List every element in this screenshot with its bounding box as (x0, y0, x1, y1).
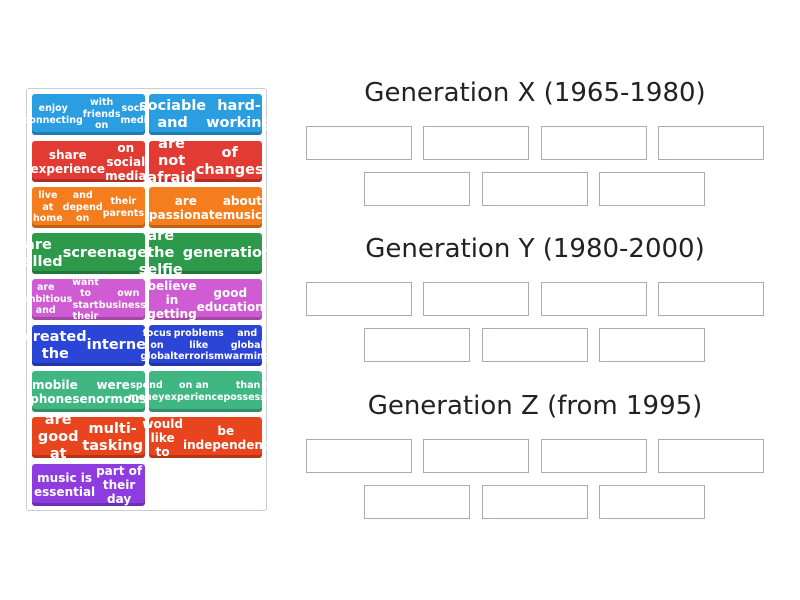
drop-slot[interactable] (364, 328, 470, 362)
drop-slot[interactable] (364, 485, 470, 519)
answer-card-text: part of their day (96, 464, 143, 506)
answer-card-text: their parents (102, 196, 145, 219)
drop-slot[interactable] (423, 439, 529, 473)
drop-slot[interactable] (306, 282, 412, 316)
answer-card-text: problems like terrorism (173, 328, 224, 363)
answer-card-text: social media (120, 103, 154, 126)
answer-card-text: of changes (195, 144, 264, 178)
answer-card-text: music is essential (34, 471, 96, 499)
answer-card[interactable]: are good at multi-tasking (32, 412, 145, 462)
drop-slot[interactable] (541, 126, 647, 160)
answer-card-text: and global warming (223, 328, 271, 363)
answer-card[interactable]: spend money on an experience than a posses… (129, 371, 282, 412)
answer-card-text: screenagers (62, 245, 163, 261)
answer-card-text: would like to (142, 416, 183, 459)
answer-card[interactable]: sociable and hard-working (139, 94, 272, 135)
answer-card[interactable]: focus on global problems like terrorism an… (141, 325, 271, 366)
answer-card-text: focus on global (140, 328, 174, 363)
group-title: Generation X (1965-1980) (364, 78, 706, 108)
answer-card[interactable]: mobile phones were enormous (30, 371, 147, 412)
answer-card[interactable]: enjoy connecting with friends on social me… (24, 94, 153, 135)
group-title: Generation Y (1980-2000) (365, 234, 705, 264)
answer-card-text: are the selfie (138, 228, 183, 278)
answer-card-text: are ambitious and (19, 282, 73, 317)
group-title: Generation Z (from 1995) (367, 391, 703, 421)
drop-slot[interactable] (658, 282, 764, 316)
answer-card-text: were enormous (79, 377, 147, 406)
drop-slot[interactable] (541, 439, 647, 473)
answer-card-text: are not afraid (147, 136, 196, 186)
answer-card-text: be independent (182, 423, 269, 452)
answer-card[interactable]: are passionate about music (149, 187, 262, 228)
drop-slot[interactable] (599, 328, 705, 362)
answer-card-text: good education (196, 285, 264, 314)
drop-slot[interactable] (482, 328, 588, 362)
drop-slot[interactable] (541, 282, 647, 316)
drop-slot[interactable] (658, 439, 764, 473)
answer-card[interactable]: are called screenagers (14, 233, 163, 274)
answer-card-text: are good at (37, 412, 79, 462)
answer-card[interactable]: would like to be independent (142, 417, 268, 459)
answer-card[interactable]: are ambitious and want to start their own … (19, 276, 158, 323)
drop-slot[interactable] (599, 485, 705, 519)
drop-slot[interactable] (364, 172, 470, 206)
answer-card-text: generation (182, 245, 273, 261)
answer-card[interactable]: are the selfie generation (139, 228, 273, 278)
answer-card-text: live at home (33, 190, 63, 225)
answer-card[interactable]: music is essential part of their day (32, 464, 145, 506)
answer-card-text: own businesses (98, 288, 158, 311)
answer-card-text: hard-working (206, 97, 272, 131)
answer-card[interactable]: believe in getting good education (147, 278, 264, 321)
answer-card[interactable]: live at home and depend on their parents (32, 187, 145, 228)
answer-card[interactable]: are not afraid of changes (147, 136, 264, 186)
answer-card-text: with friends on (82, 97, 121, 132)
drop-slot[interactable] (306, 126, 412, 160)
answer-card[interactable]: created the internet (24, 325, 153, 366)
drop-slot[interactable] (599, 172, 705, 206)
answer-card-text: are called (14, 236, 63, 270)
answer-card-text: want to start their (72, 276, 99, 323)
answer-card-text: share experience (30, 147, 106, 176)
answer-card-text: on an experience (164, 380, 224, 403)
answer-card-text: and depend on (62, 190, 103, 225)
drop-slot[interactable] (658, 126, 764, 160)
answer-card-text: are passionate (148, 193, 223, 222)
answer-card-text: internet (86, 337, 153, 353)
answer-card-text: mobile phones (30, 377, 80, 406)
answer-card-text: about music (222, 193, 263, 222)
answer-card-text: on social media (105, 140, 147, 183)
drop-slot[interactable] (423, 282, 529, 316)
answer-card-text: believe in getting (147, 278, 197, 321)
drop-slot[interactable] (482, 172, 588, 206)
answer-card-text: spend money (128, 380, 165, 403)
drop-slot[interactable] (423, 126, 529, 160)
answer-card-text: created the (24, 328, 87, 362)
drop-slot[interactable] (482, 485, 588, 519)
answer-card-text: than a possession (223, 380, 283, 403)
answer-card-text: multi-tasking (82, 420, 144, 454)
answer-card-text: sociable and (139, 97, 207, 131)
answer-card[interactable]: share experience on social media (30, 140, 147, 183)
answer-card-text: enjoy connecting (23, 103, 83, 126)
drop-slot[interactable] (306, 439, 412, 473)
